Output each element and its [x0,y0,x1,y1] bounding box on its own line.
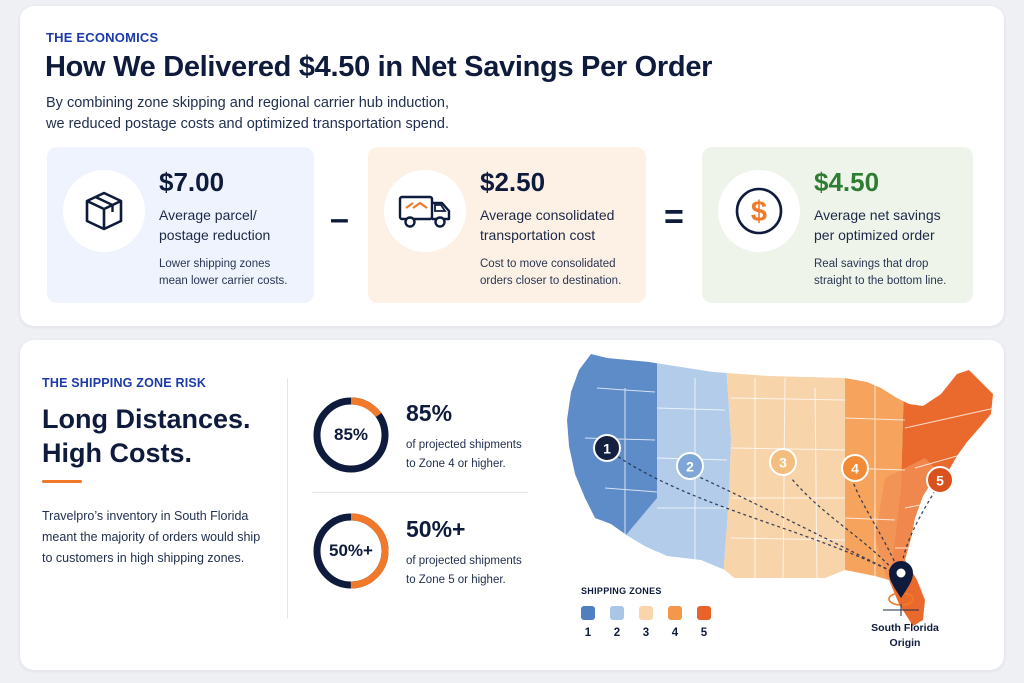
card-note-line: orders closer to destination. [480,275,622,287]
stat-text-line: to Zone 4 or higher. [406,458,506,470]
stat-value: 50%+ [406,516,466,542]
card-label-line: Average parcel/ [159,207,257,223]
origin-label: South Florida Origin [860,621,950,651]
card-note-line: Cost to move consolidated [480,258,616,270]
stat-text: of projected shipments to Zone 4 or high… [406,436,546,474]
card-value: $7.00 [159,167,225,197]
route-line [696,475,898,575]
legend-title: SHIPPING ZONES [581,586,662,596]
route-line [852,481,900,573]
zone-risk-headline: Long Distances. High Costs. [42,402,251,470]
legend-label: 5 [700,627,708,639]
origin-pin-icon [883,561,919,616]
progress-ring [312,396,390,474]
zone-marker-3: 3 [769,448,797,476]
headline-line: Long Distances. [42,404,251,434]
economics-eyebrow: THE ECONOMICS [46,30,159,45]
card-postage-reduction: $7.00 Average parcel/ postage reduction … [47,147,314,303]
progress-ring-fill [313,397,389,473]
zone-risk-eyebrow: THE SHIPPING ZONE RISK [42,376,207,390]
card-label-line: transportation cost [480,227,596,243]
ring-label: 50%+ [329,541,373,560]
minus-operator: – [330,200,349,238]
body-line: Travelpro’s inventory in South Florida [42,509,249,523]
us-map-graphic: 1 2 3 4 5 [567,354,993,626]
card-label-line: postage reduction [159,227,271,243]
card-note-line: mean lower carrier costs. [159,275,288,287]
origin-label-line: South Florida [871,622,939,634]
zone-marker-label: 5 [936,473,944,489]
zone-marker-4: 4 [841,454,869,482]
stat-text-line: of projected shipments [406,555,522,567]
zone-marker-2: 2 [676,452,704,480]
card-note-line: Real savings that drop [814,258,929,270]
card-label-line: Average consolidated [480,207,615,223]
card-note: Lower shipping zones mean lower carrier … [159,256,329,290]
stat-value: 85% [406,400,453,426]
economics-title: How We Delivered $4.50 in Net Savings Pe… [45,51,713,83]
legend-swatch-zone-5 [697,606,711,620]
svg-text:$: $ [751,196,767,228]
card-label-line: Average net savings [814,207,941,223]
accent-rule [42,480,82,483]
zone-risk-body: Travelpro’s inventory in South Florida m… [42,506,282,569]
card-transport-cost: $2.50 Average consolidated transportatio… [368,147,646,303]
progress-ring-fill [313,513,389,589]
zone-marker-1: 1 [593,434,621,462]
zone-marker-label: 2 [686,459,694,475]
card-label-line: per optimized order [814,227,935,243]
legend-swatch-zone-1 [581,606,595,620]
stat-text: of projected shipments to Zone 5 or high… [406,552,546,590]
ring-label: 85% [333,425,369,444]
intro-line-2: we reduced postage costs and optimized t… [46,116,450,132]
zone-risk-panel: THE SHIPPING ZONE RISK Long Distances. H… [20,340,1004,670]
economics-panel: THE ECONOMICS How We Delivered $4.50 in … [20,6,1004,326]
us-shipping-zone-map: 1 2 3 4 5 [545,348,1000,666]
equals-operator: = [664,198,684,236]
legend-label: 3 [642,627,650,639]
stat-text-line: of projected shipments [406,439,522,451]
legend-label: 1 [584,627,592,639]
origin-label-line: Origin [889,637,921,649]
zone-marker-label: 3 [779,455,787,471]
card-note: Real savings that drop straight to the b… [814,256,984,290]
card-value: $2.50 [480,167,546,197]
card-label: Average parcel/ postage reduction [159,205,329,245]
body-line: to customers in high shipping zones. [42,551,245,565]
legend-swatch-zone-2 [610,606,624,620]
card-label: Average consolidated transportation cost [480,205,650,245]
route-line [616,455,898,575]
card-value: $4.50 [814,167,880,197]
legend-label: 4 [671,627,679,639]
economics-intro: By combining zone skipping and regional … [46,93,449,135]
legend-swatch-zone-4 [668,606,682,620]
body-line: meant the majority of orders would ship [42,530,261,544]
vertical-divider [287,378,288,618]
intro-line-1: By combining zone skipping and regional … [46,95,450,111]
zone-marker-label: 4 [851,461,859,477]
horizontal-divider [312,492,528,493]
delivery-truck-icon [384,170,466,252]
card-note-line: straight to the bottom line. [814,275,947,287]
legend-label: 2 [613,627,621,639]
card-note-line: Lower shipping zones [159,258,271,270]
package-box-icon [63,170,145,252]
zone-marker-5: 5 [926,466,954,494]
progress-ring [312,512,390,590]
dollar-sign-icon: $ [718,170,800,252]
card-label: Average net savings per optimized order [814,205,984,245]
legend-swatch-zone-3 [639,606,653,620]
headline-line: High Costs. [42,438,193,468]
card-note: Cost to move consolidated orders closer … [480,256,650,290]
zone-marker-label: 1 [603,441,611,457]
card-net-savings: $ $4.50 Average net savings per optimize… [702,147,973,303]
stat-text-line: to Zone 5 or higher. [406,574,506,586]
